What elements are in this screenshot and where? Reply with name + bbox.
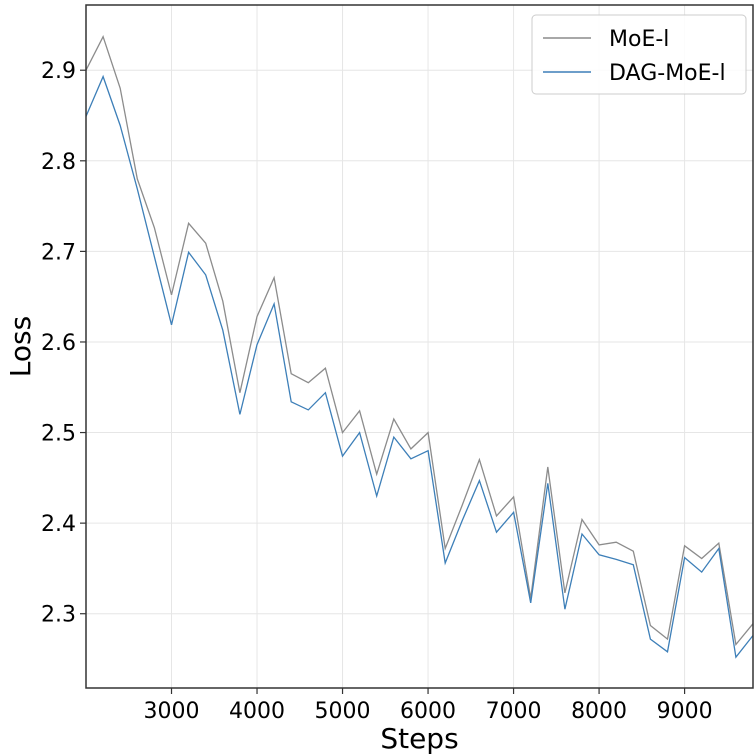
y-tick-label: 2.3 bbox=[41, 603, 76, 628]
series-line-moe-l bbox=[86, 35, 753, 647]
y-tick-label: 2.7 bbox=[41, 240, 76, 265]
x-axis-ticks: 3000 4000 5000 6000 7000 8000 9000 bbox=[144, 688, 713, 724]
y-tick-label: 2.9 bbox=[41, 59, 76, 84]
grid-lines bbox=[86, 5, 753, 688]
x-tick-label: 6000 bbox=[400, 699, 456, 724]
legend: MoE-l DAG-MoE-l bbox=[531, 14, 747, 95]
y-tick-label: 2.4 bbox=[41, 512, 76, 537]
x-tick-label: 4000 bbox=[229, 699, 285, 724]
y-tick-label: 2.5 bbox=[41, 422, 76, 447]
x-tick-label: 5000 bbox=[315, 699, 371, 724]
plot-frame bbox=[85, 4, 754, 689]
y-tick-label: 2.8 bbox=[41, 150, 76, 175]
legend-label-moe-l: MoE-l bbox=[609, 27, 669, 52]
x-axis-title: Steps bbox=[380, 722, 458, 755]
y-tick-label: 2.6 bbox=[41, 331, 76, 356]
series-line-dag-moe-l bbox=[86, 74, 753, 659]
legend-label-dag-moe-l: DAG-MoE-l bbox=[609, 61, 726, 86]
x-tick-label: 8000 bbox=[571, 699, 627, 724]
x-tick-label: 3000 bbox=[144, 699, 200, 724]
x-tick-label: 7000 bbox=[486, 699, 542, 724]
x-tick-label: 9000 bbox=[657, 699, 713, 724]
y-axis-ticks: 2.3 2.4 2.5 2.6 2.7 2.8 2.9 bbox=[41, 59, 86, 628]
y-axis-title: Loss bbox=[4, 316, 37, 377]
legend-box bbox=[531, 14, 747, 95]
series-lines bbox=[86, 35, 753, 659]
